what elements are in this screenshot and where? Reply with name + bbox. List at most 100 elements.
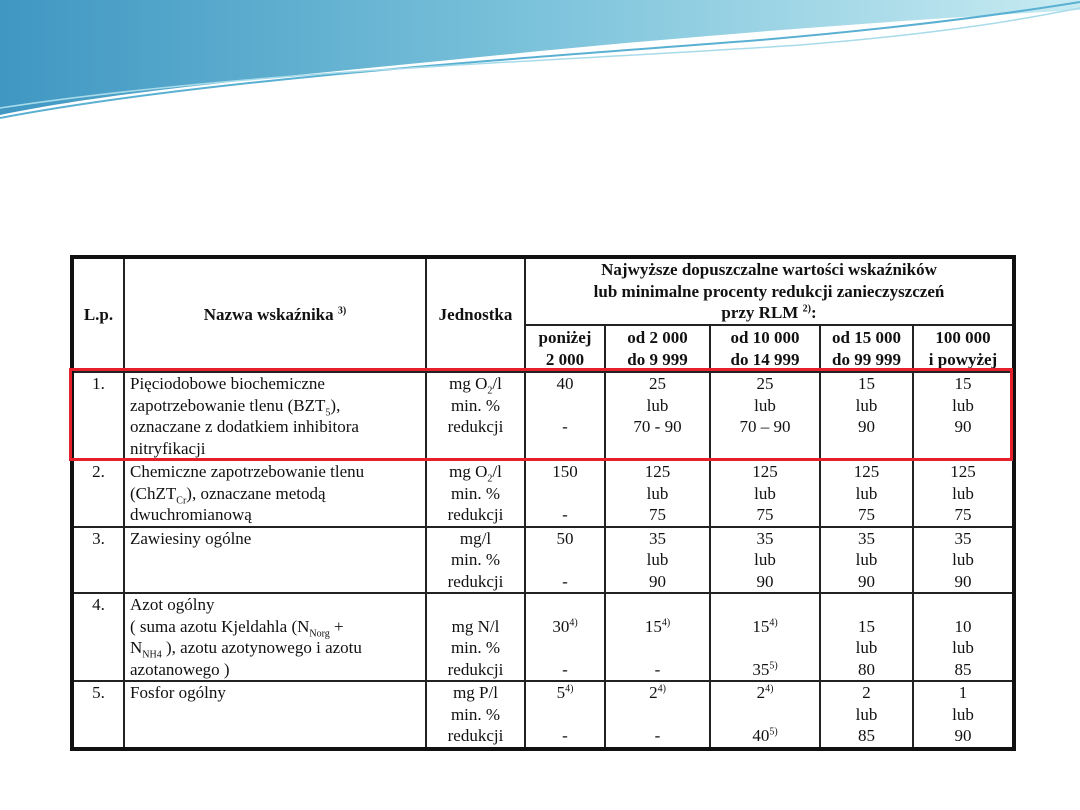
text: - [562, 726, 568, 745]
header-name: Nazwa wskaźnika 3) [123, 256, 427, 373]
unit-line: min. % [432, 483, 519, 505]
value-line: 150 [531, 461, 599, 483]
text: 25 [649, 374, 666, 393]
header-group-line: przy RLM 2): [531, 302, 1007, 324]
value-line: 1 [919, 682, 1007, 704]
text: 15 [858, 374, 875, 393]
value-cell: 35 lub 90 [709, 525, 821, 594]
value-line: 154) [611, 616, 704, 638]
table-row: 3. Zawiesiny ogólne mg/l min. % redukcji 50 - 3… [71, 525, 1015, 594]
value-line: - [531, 725, 599, 747]
wastewater-limits-table: L.p. Nazwa wskaźnika 3) Jednostka Najwyż… [70, 255, 1016, 751]
unit-line: mg N/l [432, 616, 519, 638]
unit-line: min. % [432, 549, 519, 571]
text: lub [855, 704, 878, 724]
text: mg N/l [451, 616, 500, 636]
value-line: - [611, 725, 704, 747]
footnote-ref: 2) [802, 303, 811, 315]
unit-line: redukcji [432, 571, 519, 593]
text: Chemiczne zapotrzebowanie tlenu [130, 462, 365, 481]
text: mg O [449, 374, 488, 393]
unit-line: redukcji [432, 504, 519, 526]
value-line: lub [611, 549, 704, 571]
value-line: 90 [919, 571, 1007, 593]
value-line [826, 594, 907, 616]
text: 75 [756, 505, 774, 524]
text: min. % [450, 550, 501, 569]
value-line [919, 594, 1007, 616]
subscript: 2 [487, 473, 493, 485]
text: (ChZT [130, 483, 177, 503]
text: lub [754, 483, 776, 503]
value-cell: 154) 355) [709, 592, 821, 682]
value-line: lub [716, 395, 814, 417]
unit-line: min. % [432, 637, 519, 659]
name-line: Fosfor ogólny [130, 682, 420, 704]
text: 125 [644, 462, 671, 481]
value-line: 125 [919, 461, 1007, 483]
value-line: 24) [611, 682, 704, 704]
text: Fosfor ogólny [130, 683, 226, 702]
value-line: lub [826, 704, 907, 726]
value-line: lub [611, 483, 704, 505]
footnote-ref: 5) [769, 659, 778, 671]
text: Pięciodobowe biochemiczne [130, 374, 325, 393]
text: /l [492, 462, 502, 481]
name-line: oznaczane z dodatkiem inhibitora [130, 416, 420, 438]
text: lub [646, 550, 669, 569]
text: ), oznaczane metodą [186, 483, 326, 503]
text: 75 [858, 505, 875, 524]
unit-line: min. % [432, 704, 519, 726]
text: min. % [450, 638, 501, 657]
value-cell: 25 lub 70 - 90 [604, 371, 711, 461]
text: 15 [954, 374, 972, 393]
value-line: lub [826, 483, 907, 505]
unit-cell: mg O2/l min. % redukcji [425, 371, 526, 461]
value-line: lub [919, 637, 1007, 659]
header-range-line: 2 000 [545, 349, 585, 369]
name-line: Chemiczne zapotrzebowanie tlenu [130, 461, 420, 483]
value-line: 15 [919, 373, 1007, 395]
value-line: 75 [919, 504, 1007, 526]
value-line: 75 [826, 504, 907, 526]
text: 15 [644, 616, 662, 636]
indicator-name: Chemiczne zapotrzebowanie tlenu (ChZTCr),… [123, 459, 427, 528]
unit-cell: mg/l min. % redukcji [425, 525, 526, 594]
header-range: od 15 000 do 99 999 [819, 324, 914, 373]
value-cell: 35 lub 90 [604, 525, 711, 594]
text: ), [330, 395, 341, 415]
text: 85 [858, 726, 875, 745]
value-line: 355) [716, 659, 814, 681]
header-range-line: i powyżej [928, 349, 998, 369]
value-line: - [531, 659, 599, 681]
value-line: 10 [919, 616, 1007, 638]
text: 40 [556, 374, 574, 393]
text: 125 [752, 462, 778, 481]
value-line: - [531, 416, 599, 438]
value-line [531, 704, 599, 726]
text: 25 [756, 374, 774, 393]
value-cell: 125 lub 75 [912, 459, 1015, 528]
decorative-wave-banner [0, 0, 1080, 119]
text: 2 [756, 683, 766, 702]
value-line: 125 [826, 461, 907, 483]
value-line [716, 704, 814, 726]
text: + [329, 616, 344, 636]
value-cell: 10 lub 85 [912, 592, 1015, 682]
text: 75 [954, 505, 972, 524]
text: lub [754, 550, 776, 569]
value-line [531, 395, 599, 417]
value-line: 85 [826, 725, 907, 747]
header-range-line: do 99 999 [832, 349, 901, 369]
value-cell: 150 - [524, 459, 606, 528]
text: lub [952, 483, 974, 503]
text: 35 [752, 659, 770, 679]
value-line: - [611, 659, 704, 681]
unit-line [432, 594, 519, 616]
value-line: 80 [826, 659, 907, 681]
value-line: 90 [919, 725, 1007, 747]
value-line: 125 [611, 461, 704, 483]
header-group-line: lub minimalne procenty redukcji zanieczy… [593, 281, 945, 301]
name-line: ( suma azotu Kjeldahla (NNorg + [130, 616, 420, 639]
text: azotanowego ) [130, 659, 230, 679]
